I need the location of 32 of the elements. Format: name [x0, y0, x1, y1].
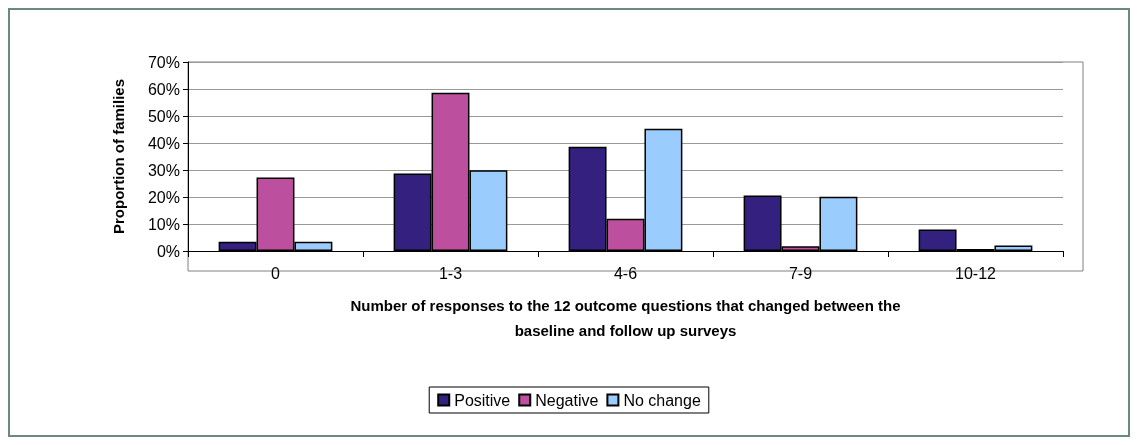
- bar: [781, 246, 820, 251]
- bar: [218, 241, 257, 251]
- x-tick-label: 7-9: [788, 264, 813, 282]
- x-axis-title: Number of responses to the 12 outcome questions that changed between the baseline and follow up surveys: [350, 297, 901, 339]
- bar: [606, 218, 645, 251]
- bar: [994, 245, 1033, 251]
- y-tick-label: 10%: [147, 215, 180, 233]
- y-tick-label: 30%: [147, 161, 180, 179]
- legend-label: Positive: [454, 391, 511, 409]
- x-tick-label: 0: [271, 264, 281, 282]
- legend-label: No change: [623, 391, 701, 409]
- y-axis-title: Proportion of families: [110, 78, 127, 235]
- bar: [393, 173, 432, 251]
- y-tick-label: 50%: [147, 107, 180, 125]
- y-tick-label: 40%: [147, 134, 180, 152]
- y-tick-label: 60%: [147, 80, 180, 98]
- y-tick-label: 20%: [147, 188, 180, 206]
- bar: [431, 92, 470, 251]
- legend-label: Negative: [535, 391, 599, 409]
- bar: [294, 241, 333, 251]
- bar: [819, 196, 858, 251]
- x-tick-label: 1-3: [438, 264, 463, 282]
- bar: [918, 229, 957, 251]
- bar: [256, 177, 295, 251]
- x-tick-label: 4-6: [613, 264, 638, 282]
- bar: [644, 128, 683, 251]
- y-tick-label: 0%: [156, 242, 180, 260]
- x-tick-label: 10-12: [955, 264, 997, 282]
- y-tick-label: 70%: [147, 53, 180, 71]
- bar: [568, 146, 607, 251]
- bar: [743, 195, 782, 251]
- bar: [469, 170, 508, 251]
